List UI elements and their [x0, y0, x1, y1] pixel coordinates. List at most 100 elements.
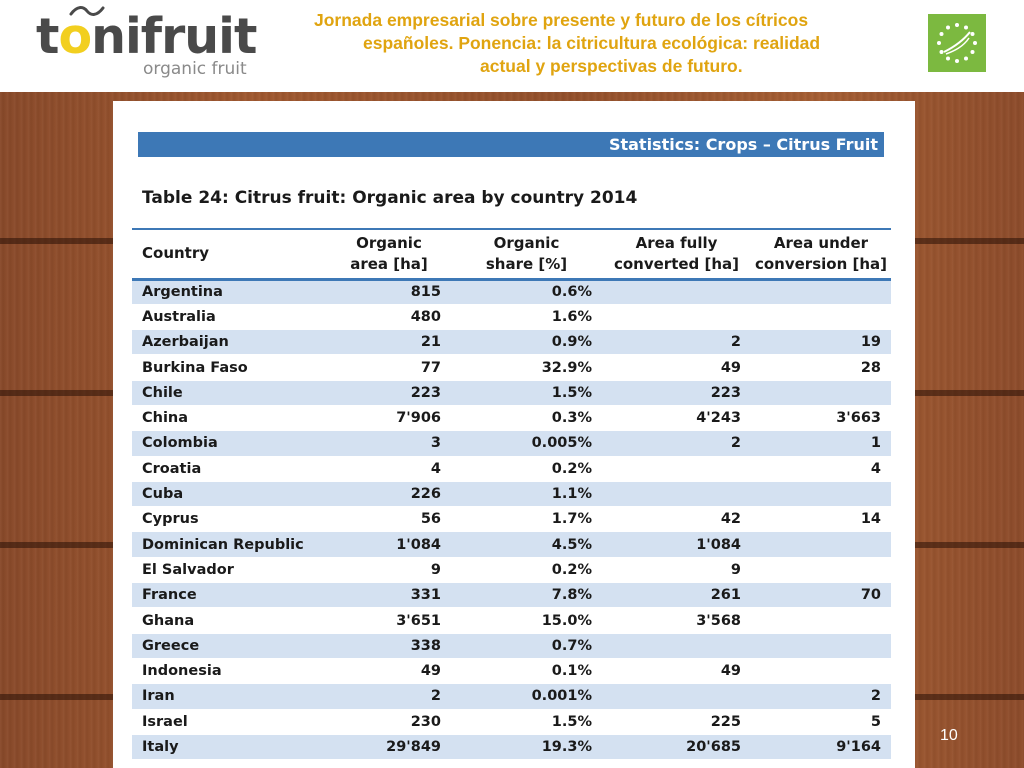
- value-cell: 1.1%: [451, 481, 602, 508]
- value-cell: [602, 633, 751, 659]
- value-cell: 20'685: [602, 734, 751, 761]
- value-cell: 4: [327, 456, 451, 482]
- value-cell: 7'906: [327, 405, 451, 432]
- table-row: Burkina Faso 77 32.9% 49 28: [132, 354, 891, 381]
- country-cell: Colombia: [132, 430, 327, 457]
- value-cell: [602, 683, 751, 710]
- value-cell: 5: [751, 709, 891, 735]
- value-cell: 2: [751, 683, 891, 710]
- country-cell: Chile: [132, 380, 327, 406]
- table-row: Cyprus 56 1.7% 42 14: [132, 506, 891, 533]
- table-row: Australia 480 1.6%: [132, 304, 891, 331]
- value-cell: 1: [751, 430, 891, 457]
- value-cell: 0.3%: [451, 405, 602, 432]
- value-cell: 1'084: [327, 531, 451, 558]
- table-row: Dominican Republic 1'084 4.5% 1'084: [132, 531, 891, 558]
- value-cell: 70: [751, 582, 891, 609]
- table-row: Chile 223 1.5% 223: [132, 380, 891, 406]
- value-cell: 2: [602, 329, 751, 356]
- table-row: Argentina 815 0.6%: [132, 279, 891, 305]
- slide-title-line: españoles. Ponencia: la citricultura eco…: [363, 33, 821, 53]
- table-row: El Salvador 9 0.2% 9: [132, 557, 891, 584]
- value-cell: 28: [751, 354, 891, 381]
- country-cell: Israel: [132, 709, 327, 735]
- country-cell: China: [132, 405, 327, 432]
- country-cell: Burkina Faso: [132, 354, 327, 381]
- value-cell: 0.6%: [451, 279, 602, 305]
- column-header-organic-share: Organic share [%]: [451, 228, 602, 281]
- logo-tagline: organic fruit: [143, 59, 247, 79]
- value-cell: 7.8%: [451, 582, 602, 609]
- value-cell: 0.9%: [451, 329, 602, 356]
- value-cell: 49: [327, 658, 451, 685]
- document-banner: Statistics: Crops – Citrus Fruit: [138, 132, 884, 157]
- slide-header: tonifruit organic fruit Jornada empresar…: [0, 0, 1024, 92]
- value-cell: 9: [327, 557, 451, 584]
- value-cell: 338: [327, 633, 451, 659]
- value-cell: [602, 279, 751, 305]
- value-cell: 9: [602, 557, 751, 584]
- country-cell: Ghana: [132, 607, 327, 634]
- value-cell: 49: [602, 658, 751, 685]
- value-cell: 2: [602, 430, 751, 457]
- table-row: Azerbaijan 21 0.9% 2 19: [132, 329, 891, 356]
- country-cell: Cyprus: [132, 506, 327, 533]
- column-header-area-fully-converted: Area fully converted [ha]: [602, 228, 751, 281]
- value-cell: 3: [327, 430, 451, 457]
- document-page: Statistics: Crops – Citrus Fruit Table 2…: [113, 101, 915, 768]
- value-cell: 4.5%: [451, 531, 602, 558]
- country-cell: Azerbaijan: [132, 329, 327, 356]
- value-cell: 49: [602, 354, 751, 381]
- country-cell: Dominican Republic: [132, 531, 327, 558]
- logo-wordmark: tonifruit: [36, 8, 257, 65]
- table-row: Cuba 226 1.1%: [132, 481, 891, 508]
- value-cell: 223: [327, 380, 451, 406]
- value-cell: 42: [602, 506, 751, 533]
- value-cell: 1.5%: [451, 709, 602, 735]
- column-header-organic-area: Organic area [ha]: [327, 228, 451, 281]
- country-cell: Croatia: [132, 456, 327, 482]
- value-cell: [602, 456, 751, 482]
- value-cell: 480: [327, 304, 451, 331]
- value-cell: 21: [327, 329, 451, 356]
- value-cell: 0.2%: [451, 456, 602, 482]
- value-cell: 226: [327, 481, 451, 508]
- value-cell: [602, 304, 751, 331]
- slide-title: Jornada empresarial sobre presente y fut…: [300, 9, 912, 78]
- value-cell: [751, 557, 891, 584]
- table-row: Colombia 3 0.005% 2 1: [132, 430, 891, 457]
- slide-title-line: actual y perspectivas de futuro.: [480, 56, 743, 76]
- value-cell: 1.6%: [451, 304, 602, 331]
- country-cell: Argentina: [132, 279, 327, 305]
- table-row: Ghana 3'651 15.0% 3'568: [132, 607, 891, 634]
- value-cell: 3'663: [751, 405, 891, 432]
- value-cell: [751, 607, 891, 634]
- value-cell: 0.1%: [451, 658, 602, 685]
- country-cell: Italy: [132, 734, 327, 761]
- value-cell: [751, 481, 891, 508]
- value-cell: 56: [327, 506, 451, 533]
- country-cell: El Salvador: [132, 557, 327, 584]
- value-cell: [602, 481, 751, 508]
- value-cell: [751, 380, 891, 406]
- eu-organic-leaf-icon: [928, 14, 986, 72]
- value-cell: 230: [327, 709, 451, 735]
- value-cell: 4'243: [602, 405, 751, 432]
- value-cell: 29'849: [327, 734, 451, 761]
- table-body: Argentina 815 0.6% Australia 480 1.6% Azerbaij…: [132, 279, 891, 761]
- value-cell: [751, 279, 891, 305]
- country-cell: France: [132, 582, 327, 609]
- value-cell: 2: [327, 683, 451, 710]
- country-cell: Indonesia: [132, 658, 327, 685]
- value-cell: [751, 531, 891, 558]
- value-cell: 0.2%: [451, 557, 602, 584]
- column-header-area-under-conversion: Area under conversion [ha]: [751, 228, 891, 281]
- lemon-o-icon: o: [58, 8, 92, 65]
- table-row: Iran 2 0.001% 2: [132, 683, 891, 710]
- value-cell: 1'084: [602, 531, 751, 558]
- country-cell: Australia: [132, 304, 327, 331]
- tonifruit-logo: tonifruit organic fruit: [36, 6, 266, 86]
- table-row: Croatia 4 0.2% 4: [132, 456, 891, 482]
- table-row: France 331 7.8% 261 70: [132, 582, 891, 609]
- value-cell: 225: [602, 709, 751, 735]
